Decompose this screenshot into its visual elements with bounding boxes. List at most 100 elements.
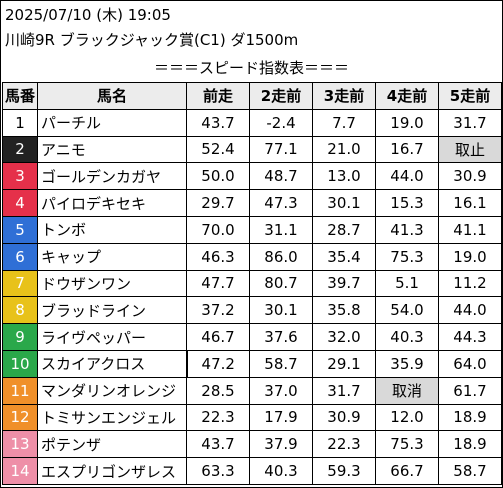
table-row: 13 ポテンザ 43.7 37.9 22.3 75.3 18.9 [2, 430, 502, 459]
table-caption: ＝＝＝スピード指数表＝＝＝ [153, 59, 349, 77]
speed-value: 40.3 [249, 457, 313, 485]
speed-value: 30.1 [312, 189, 376, 217]
speed-value: 58.7 [438, 457, 502, 485]
speed-value: 47.3 [249, 189, 313, 217]
speed-value: 取消 [375, 376, 439, 405]
horse-name: トンボ [37, 215, 187, 244]
speed-value: 63.3 [186, 457, 250, 485]
speed-value: 29.1 [312, 349, 376, 378]
horse-name: ブラッドライン [37, 296, 187, 325]
table-row: 1 パーチル 43.7 -2.4 7.7 19.0 31.7 [2, 108, 502, 137]
speed-value: 37.6 [249, 323, 313, 351]
horse-name: ライヴペッパー [37, 323, 187, 351]
col-header-4th: 4走前 [375, 82, 439, 110]
speed-value: 28.7 [312, 215, 376, 244]
speed-value: 44.0 [375, 162, 439, 191]
speed-value: 44.0 [438, 296, 502, 325]
speed-value: 35.8 [312, 296, 376, 325]
speed-value: 15.3 [375, 189, 439, 217]
horse-name: スカイアクロス [37, 349, 188, 378]
speed-value: 61.7 [438, 376, 502, 405]
speed-value: 21.0 [312, 135, 376, 164]
horse-number: 1 [2, 108, 38, 137]
horse-number: 14 [2, 457, 38, 485]
speed-value: 47.2 [186, 349, 250, 378]
table-row: 14 エスプリゴンザレス 63.3 40.3 59.3 66.7 58.7 [2, 457, 502, 485]
table-row: 5 トンボ 70.0 31.1 28.7 41.3 41.1 [2, 215, 502, 244]
table-row: 11 マンダリンオレンジ 28.5 37.0 31.7 取消 61.7 [2, 376, 502, 405]
speed-value: 取止 [438, 135, 502, 164]
speed-value: 29.7 [186, 189, 250, 217]
speed-value: 37.0 [249, 376, 313, 405]
horse-name: ドウザンワン [37, 269, 187, 298]
horse-name: アニモ [37, 135, 187, 164]
speed-value: 30.9 [312, 403, 376, 432]
table-row: 4 パイロデキセキ 29.7 47.3 30.1 15.3 16.1 [2, 189, 502, 217]
table-row: 8 ブラッドライン 37.2 30.1 35.8 54.0 44.0 [2, 296, 502, 325]
speed-value: 37.2 [186, 296, 250, 325]
col-header-3rd: 3走前 [312, 82, 376, 110]
horse-name: パイロデキセキ [37, 189, 187, 217]
speed-value: 48.7 [249, 162, 313, 191]
speed-value: 41.3 [375, 215, 439, 244]
table-row: 7 ドウザンワン 47.7 80.7 39.7 5.1 11.2 [2, 269, 502, 298]
horse-number: 5 [2, 215, 38, 244]
header-row: 馬番 馬名 前走 2走前 3走前 4走前 5走前 [2, 82, 502, 110]
horse-number: 10 [2, 349, 38, 378]
table-row: 9 ライヴペッパー 46.7 37.6 32.0 40.3 44.3 [2, 323, 502, 351]
horse-number: 3 [2, 162, 38, 191]
speed-value: 18.9 [438, 403, 502, 432]
speed-value: 80.7 [249, 269, 313, 298]
speed-value: 75.3 [375, 242, 439, 271]
speed-value: 46.7 [186, 323, 250, 351]
horse-name: トミサンエンジェル [37, 403, 187, 432]
speed-value: 19.0 [375, 108, 439, 137]
speed-value: 70.0 [186, 215, 250, 244]
speed-value: 46.3 [186, 242, 250, 271]
horse-number: 4 [2, 189, 38, 217]
speed-value: 39.7 [312, 269, 376, 298]
table-row: 10 スカイアクロス 47.2 58.7 29.1 35.9 64.0 [2, 349, 502, 378]
speed-value: 16.1 [438, 189, 502, 217]
speed-value: 75.3 [375, 430, 439, 459]
speed-value: 30.1 [249, 296, 313, 325]
race-datetime: 2025/07/10 (木) 19:05 [5, 6, 171, 24]
speed-value: 13.0 [312, 162, 376, 191]
speed-value: 30.9 [438, 162, 502, 191]
speed-value: 11.2 [438, 269, 502, 298]
table-row: 2 アニモ 52.4 77.1 21.0 16.7 取止 [2, 135, 502, 164]
speed-value: -2.4 [249, 108, 313, 137]
speed-value: 31.1 [249, 215, 313, 244]
speed-value: 22.3 [186, 403, 250, 432]
horse-name: キャップ [37, 242, 187, 271]
speed-value: 35.9 [375, 349, 439, 378]
speed-value: 16.7 [375, 135, 439, 164]
table-row: 6 キャップ 46.3 86.0 35.4 75.3 19.0 [2, 242, 502, 271]
horse-number: 9 [2, 323, 38, 351]
speed-value: 37.9 [249, 430, 313, 459]
horse-number: 12 [2, 403, 38, 432]
speed-value: 41.1 [438, 215, 502, 244]
col-header-5th: 5走前 [438, 82, 502, 110]
speed-value: 77.1 [249, 135, 313, 164]
speed-value: 66.7 [375, 457, 439, 485]
speed-value: 43.7 [186, 108, 250, 137]
horse-name: エスプリゴンザレス [37, 457, 187, 485]
speed-value: 28.5 [186, 376, 250, 405]
speed-value: 35.4 [312, 242, 376, 271]
speed-value: 43.7 [186, 430, 250, 459]
speed-value: 22.3 [312, 430, 376, 459]
speed-value: 50.0 [186, 162, 250, 191]
horse-name: ポテンザ [37, 430, 187, 459]
table-row: 3 ゴールデンカガヤ 50.0 48.7 13.0 44.0 30.9 [2, 162, 502, 191]
col-header-last: 前走 [186, 82, 250, 110]
speed-value: 64.0 [438, 349, 502, 378]
table-row: 12 トミサンエンジェル 22.3 17.9 30.9 12.0 18.9 [2, 403, 502, 432]
speed-value: 44.3 [438, 323, 502, 351]
horse-number: 8 [2, 296, 38, 325]
horse-number: 11 [2, 376, 38, 405]
speed-index-table: 馬番 馬名 前走 2走前 3走前 4走前 5走前 1 パーチル 43.7 -2.4 7.… [2, 82, 502, 485]
speed-value: 12.0 [375, 403, 439, 432]
speed-value: 18.9 [438, 430, 502, 459]
speed-value: 31.7 [438, 108, 502, 137]
